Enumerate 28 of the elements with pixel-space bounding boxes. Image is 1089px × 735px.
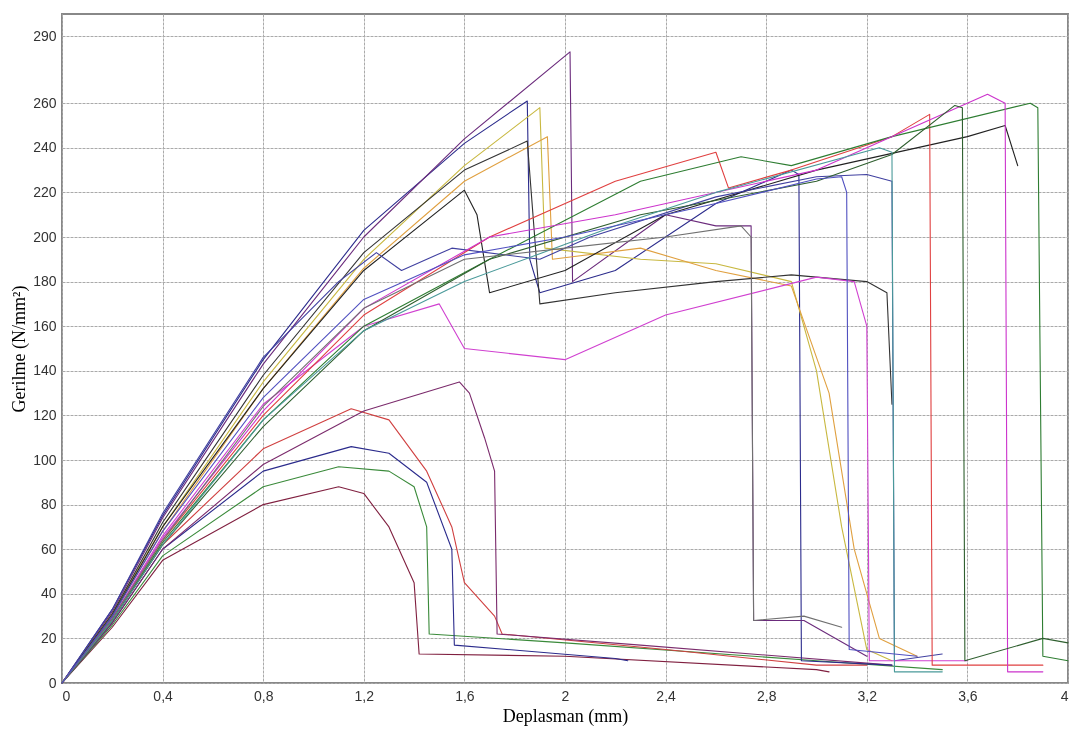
x-tick-label: 3,2	[857, 687, 878, 704]
y-axis-title: Gerilme (N/mm²)	[9, 285, 31, 413]
x-tick-label: 4	[1060, 687, 1069, 704]
x-tick-label: 3,6	[958, 687, 978, 704]
y-tick-label: 80	[40, 496, 57, 513]
y-tick-label: 20	[40, 629, 57, 646]
x-tick-label: 0,8	[253, 687, 274, 704]
y-tick-label: 60	[40, 540, 57, 557]
y-tick-label: 180	[33, 273, 57, 290]
x-axis-title: Deplasman (mm)	[502, 705, 629, 727]
x-tick-label: 2	[561, 687, 570, 704]
x-tick-label: 0,4	[153, 687, 174, 704]
y-tick-label: 200	[33, 228, 57, 245]
x-tick-label: 1,6	[455, 687, 475, 704]
y-tick-label: 140	[33, 362, 57, 379]
y-tick-label: 260	[33, 94, 57, 111]
x-tick-label: 1,2	[354, 687, 375, 704]
y-tick-label: 0	[48, 674, 57, 691]
y-tick-label: 100	[33, 451, 57, 468]
y-tick-label: 40	[40, 585, 57, 602]
x-tick-label: 0	[62, 687, 71, 704]
y-tick-label: 160	[33, 317, 57, 334]
y-tick-label: 290	[33, 27, 57, 44]
y-tick-label: 120	[33, 406, 57, 423]
y-tick-label: 240	[33, 139, 57, 156]
x-tick-label: 2,8	[756, 687, 777, 704]
x-tick-label: 2,4	[656, 687, 677, 704]
y-tick-label: 220	[33, 183, 57, 200]
